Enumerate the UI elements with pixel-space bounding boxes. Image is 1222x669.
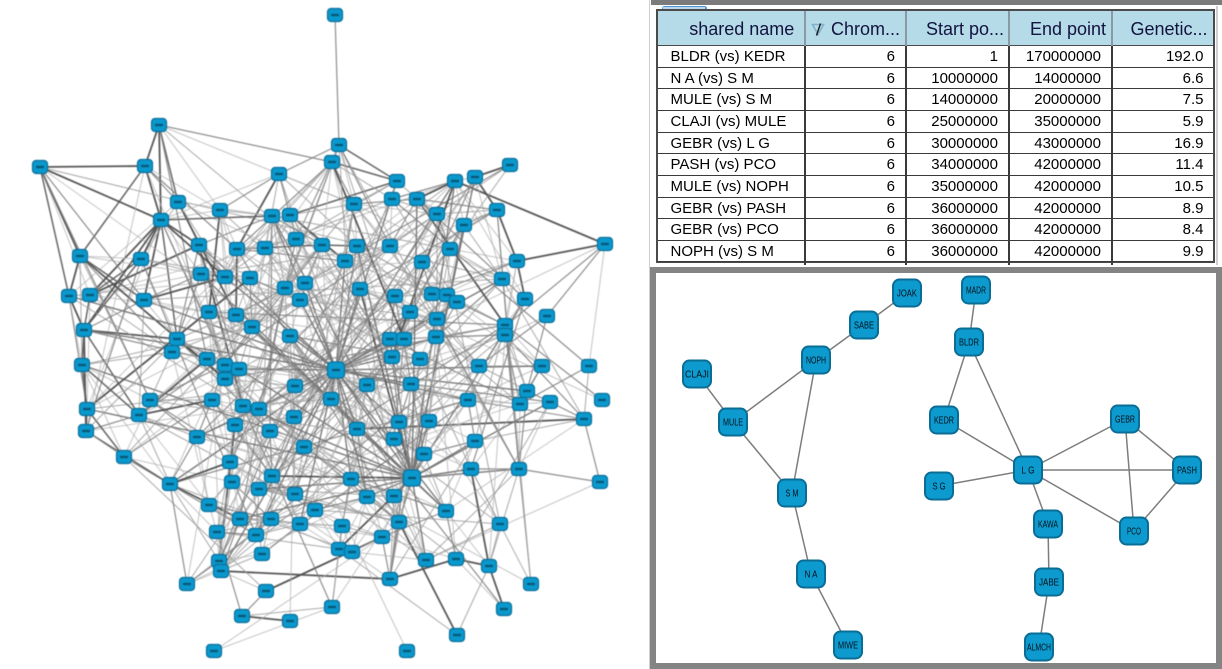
svg-text:BLDR: BLDR bbox=[959, 338, 979, 349]
svg-text:SABE: SABE bbox=[854, 321, 874, 332]
svg-text:S G: S G bbox=[933, 482, 946, 493]
svg-text:KAWA: KAWA bbox=[1038, 520, 1058, 531]
svg-text:MIWE: MIWE bbox=[838, 641, 858, 652]
svg-text:JABE: JABE bbox=[1039, 578, 1059, 589]
svg-text:PCO: PCO bbox=[1127, 527, 1141, 538]
svg-text:JOAK: JOAK bbox=[897, 289, 917, 300]
svg-text:MULE: MULE bbox=[723, 418, 743, 429]
svg-text:GEBR: GEBR bbox=[1115, 415, 1135, 426]
svg-text:S M: S M bbox=[786, 489, 799, 500]
svg-text:N A: N A bbox=[805, 570, 818, 581]
svg-text:MADR: MADR bbox=[966, 286, 986, 297]
svg-text:PASH: PASH bbox=[1177, 466, 1197, 477]
svg-text:KEDR: KEDR bbox=[934, 416, 954, 427]
svg-text:NOPH: NOPH bbox=[806, 356, 826, 367]
svg-text:CLAJI: CLAJI bbox=[685, 370, 709, 381]
svg-text:ALMCH: ALMCH bbox=[1027, 643, 1051, 654]
svg-text:L G: L G bbox=[1022, 466, 1035, 477]
